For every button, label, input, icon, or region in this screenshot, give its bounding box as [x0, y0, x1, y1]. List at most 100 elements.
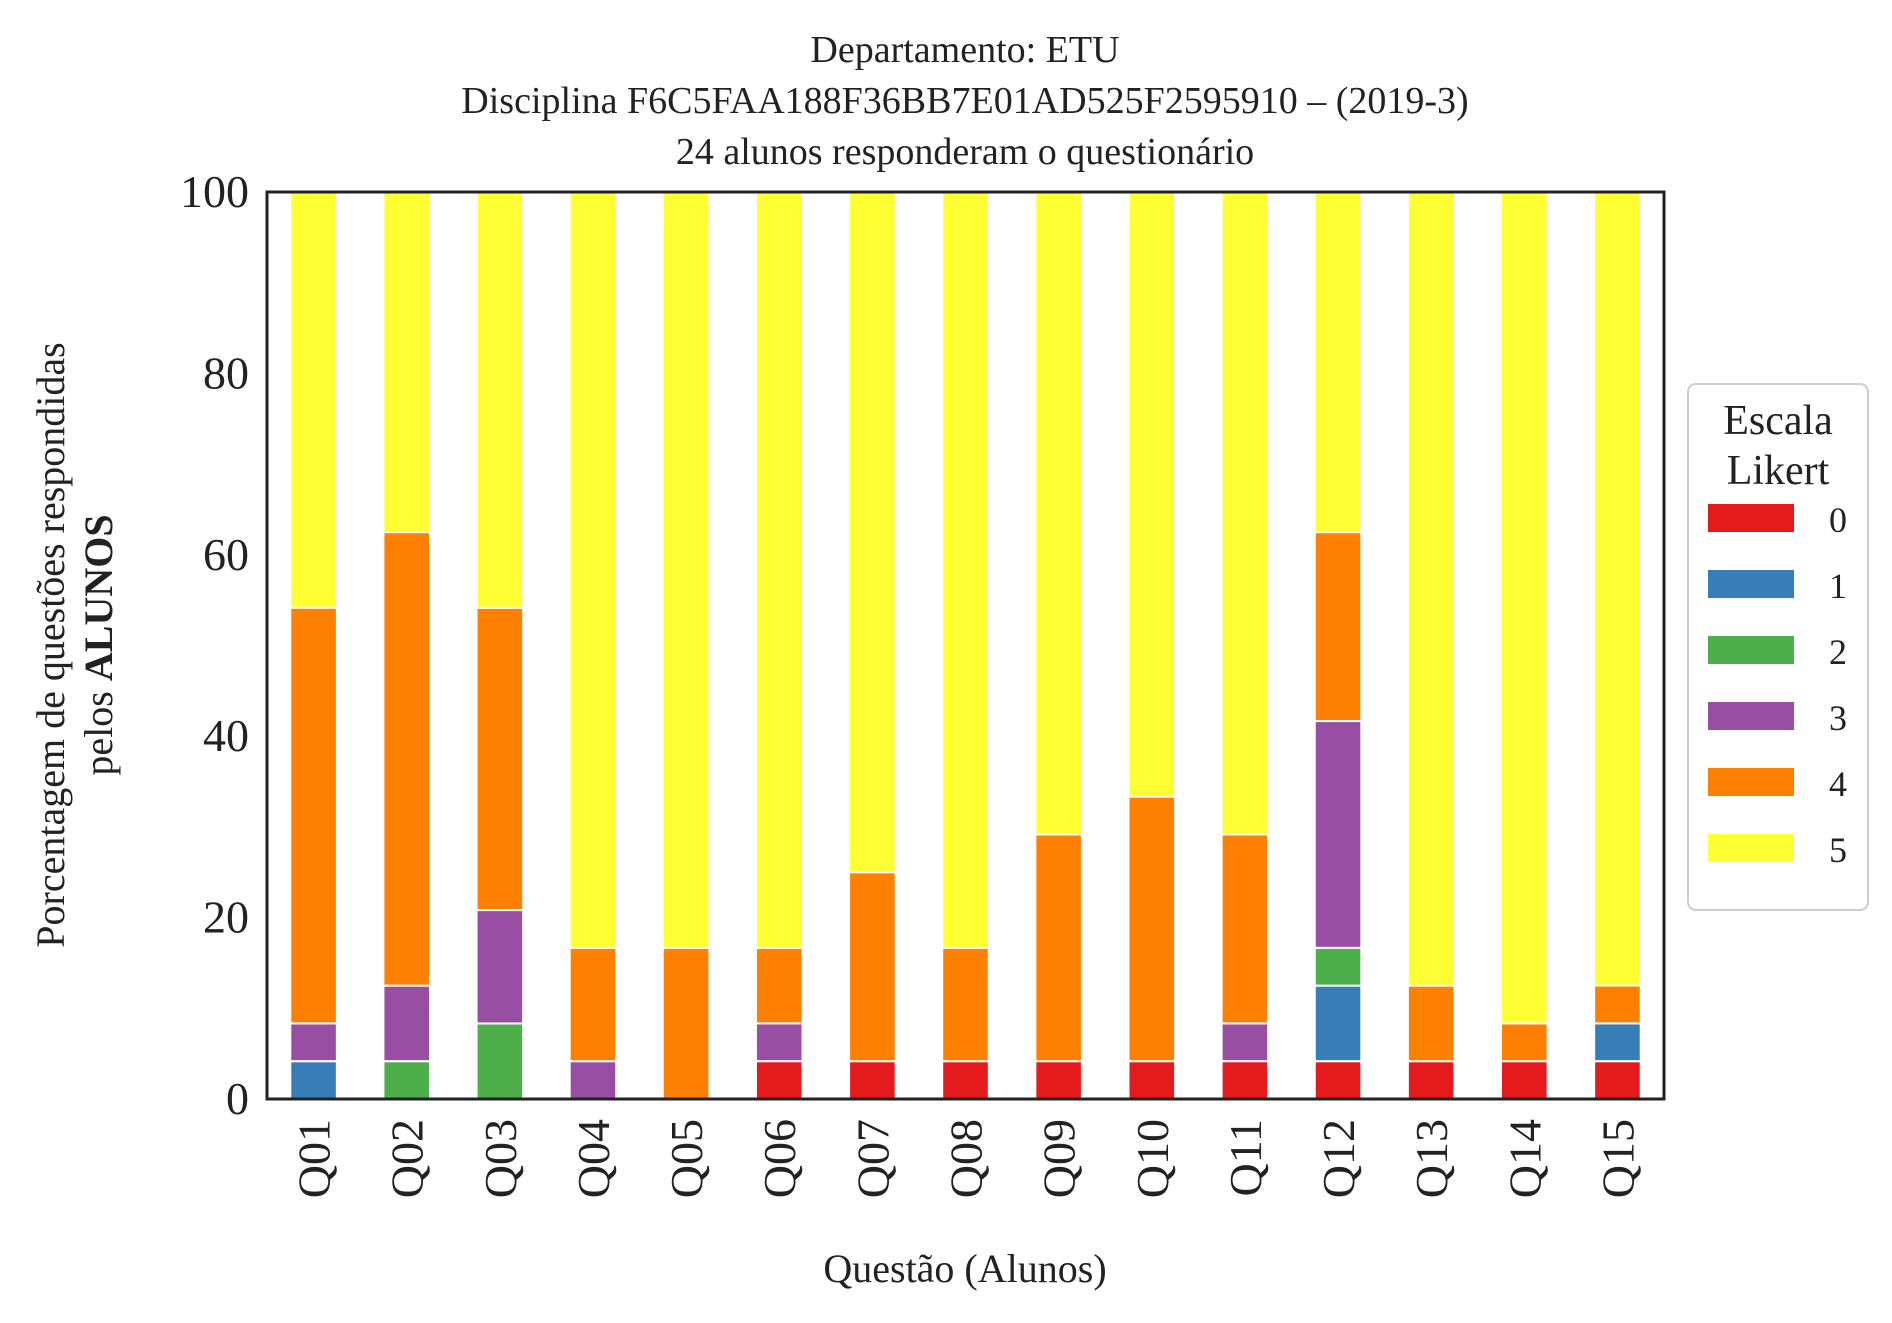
y-tick-label: 60: [203, 529, 249, 580]
bar-q04-likert-5: [568, 191, 618, 949]
bar-q06-likert-5: [754, 191, 804, 949]
bar-q13-likert-5: [1406, 191, 1456, 987]
bar-q03-likert-4: [475, 606, 525, 912]
bar-q07-likert-4: [848, 871, 897, 1063]
bar-q11-likert-4: [1220, 833, 1270, 1025]
legend-swatch-4: [1708, 768, 1794, 796]
bar-q01-likert-1: [289, 1060, 338, 1101]
bar-q03-likert-2: [475, 1022, 525, 1101]
x-tick-label-q12: Q12: [1313, 1119, 1364, 1198]
legend-swatch-3: [1708, 702, 1794, 730]
legend-label-3: 3: [1829, 698, 1847, 738]
y-tick-label: 100: [180, 166, 249, 217]
bar-q09-likert-4: [1034, 833, 1083, 1063]
bar-q14-likert-5: [1500, 190, 1549, 1025]
bar-q08-likert-5: [941, 191, 990, 949]
plot-frame: [265, 190, 1666, 1101]
legend-title-line-1: Escala: [1723, 398, 1833, 444]
x-tick-label-q05: Q05: [661, 1119, 712, 1198]
x-tick-label-q13: Q13: [1406, 1119, 1457, 1198]
legend-label-4: 4: [1829, 764, 1847, 804]
legend-items: 0 1 2 3 4 5: [1708, 500, 1847, 870]
bar-q04-likert-3: [568, 1060, 618, 1101]
y-axis-ticks: 0 20 40 60 80 100: [180, 166, 249, 1124]
bar-q11-likert-0: [1220, 1060, 1270, 1101]
chart-title-line-1: Departamento: ETU: [810, 29, 1119, 71]
bar-q09-likert-5: [1034, 191, 1083, 836]
legend-label-0: 0: [1829, 500, 1847, 540]
bar-q13-likert-0: [1406, 1060, 1456, 1101]
bar-q12-likert-3: [1313, 720, 1363, 949]
legend: Escala Likert 0 1 2 3 4 5: [1687, 383, 1869, 911]
chart-title-line-2: Disciplina F6C5FAA188F36BB7E01AD525F2595…: [461, 80, 1468, 122]
x-tick-label-q08: Q08: [941, 1119, 992, 1198]
bar-q15-likert-4: [1593, 984, 1642, 1025]
bar-q06-likert-3: [754, 1022, 804, 1063]
y-axis-label-bold: ALUNOS: [76, 514, 121, 681]
y-axis-label: Porcentagem de questões respondidas pelo…: [28, 342, 121, 947]
bar-q11-likert-5: [1220, 191, 1270, 836]
x-tick-label-q10: Q10: [1127, 1119, 1178, 1198]
x-axis-ticks: Q01 Q02 Q03 Q04 Q05 Q06 Q07 Q08 Q09 Q10 Q11 Q12 Q13 Q…: [289, 1119, 1644, 1198]
bar-q06-likert-4: [754, 946, 804, 1025]
bar-q11-likert-3: [1220, 1022, 1270, 1063]
x-axis-label: Questão (Alunos): [823, 1246, 1106, 1291]
legend-label-1: 1: [1829, 566, 1847, 606]
bar-q14-likert-4: [1500, 1022, 1549, 1063]
legend-label-5: 5: [1829, 830, 1847, 870]
bar-q03-likert-5: [475, 191, 525, 609]
bar-q01-likert-4: [289, 606, 338, 1025]
y-tick-label: 80: [203, 347, 249, 398]
bar-q09-likert-0: [1034, 1060, 1083, 1101]
x-tick-label-q09: Q09: [1034, 1119, 1085, 1198]
bar-q15-likert-0: [1593, 1060, 1642, 1101]
bar-q04-likert-4: [568, 946, 618, 1063]
bar-q10-likert-5: [1127, 190, 1177, 798]
legend-title-line-2: Likert: [1727, 448, 1830, 494]
x-tick-label-q02: Q02: [382, 1119, 433, 1198]
bar-q08-likert-0: [941, 1060, 990, 1101]
chart-title-line-3: 24 alunos responderam o questionário: [676, 131, 1254, 173]
bar-q12-likert-4: [1313, 531, 1363, 723]
bar-q13-likert-4: [1406, 984, 1456, 1063]
bar-q02-likert-4: [382, 531, 431, 987]
bar-q05-likert-5: [661, 191, 711, 949]
bar-q01-likert-3: [289, 1022, 338, 1063]
bar-q12-likert-0: [1313, 1060, 1363, 1101]
x-tick-label-q14: Q14: [1499, 1119, 1550, 1198]
x-tick-label-q03: Q03: [475, 1119, 526, 1198]
x-tick-label-q04: Q04: [568, 1119, 619, 1198]
bar-q02-likert-5: [382, 191, 431, 534]
x-tick-label-q06: Q06: [754, 1119, 805, 1198]
bar-q12-likert-1: [1313, 984, 1363, 1063]
y-tick-label: 40: [203, 710, 249, 761]
x-tick-label-q07: Q07: [847, 1119, 898, 1198]
bar-q02-likert-3: [382, 984, 431, 1063]
bar-q12-likert-5: [1313, 191, 1363, 534]
bar-q01-likert-5: [289, 191, 338, 609]
bar-q03-likert-3: [475, 909, 525, 1025]
bar-q02-likert-2: [382, 1060, 431, 1101]
bar-q10-likert-4: [1127, 795, 1177, 1063]
y-axis-label-prefix: pelos: [76, 681, 121, 775]
bars-layer: [289, 190, 1642, 1101]
legend-swatch-2: [1708, 636, 1794, 664]
y-tick-label: 0: [226, 1073, 249, 1124]
y-axis-label-line-1: Porcentagem de questões respondidas: [28, 342, 73, 947]
y-axis-label-line-2: pelos ALUNOS: [76, 514, 121, 775]
legend-swatch-0: [1708, 504, 1794, 532]
bar-q06-likert-0: [754, 1060, 804, 1101]
bar-q10-likert-0: [1127, 1060, 1177, 1101]
x-tick-label-q01: Q01: [289, 1119, 340, 1198]
x-tick-label-q11: Q11: [1220, 1119, 1271, 1197]
y-tick-label: 20: [203, 892, 249, 943]
bar-q08-likert-4: [941, 946, 990, 1063]
bar-q15-likert-5: [1593, 190, 1642, 987]
bar-q15-likert-1: [1593, 1022, 1642, 1063]
bar-q05-likert-4: [661, 946, 711, 1100]
bar-q14-likert-0: [1500, 1060, 1549, 1101]
bar-q07-likert-0: [848, 1060, 897, 1101]
legend-swatch-5: [1708, 834, 1794, 862]
bar-q07-likert-5: [848, 191, 897, 874]
